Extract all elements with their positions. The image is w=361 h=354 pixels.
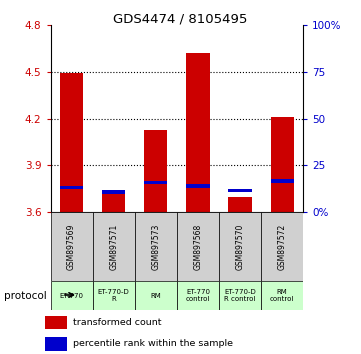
- Bar: [102, 194, 125, 212]
- Bar: [135, 212, 177, 281]
- Text: GSM897571: GSM897571: [109, 224, 118, 270]
- Bar: [261, 212, 303, 281]
- Text: ET-770: ET-770: [60, 293, 84, 298]
- Text: GSM897570: GSM897570: [236, 224, 244, 270]
- Bar: [51, 212, 93, 281]
- Bar: [186, 184, 209, 188]
- Bar: [60, 73, 83, 212]
- Text: ET-770
control: ET-770 control: [186, 289, 210, 302]
- Text: protocol: protocol: [4, 291, 46, 301]
- Text: ET-770-D
R: ET-770-D R: [98, 289, 130, 302]
- Text: GSM897572: GSM897572: [278, 224, 287, 270]
- Bar: [45, 337, 67, 350]
- Bar: [261, 281, 303, 310]
- Text: GSM897573: GSM897573: [151, 224, 160, 270]
- Bar: [186, 53, 209, 212]
- Bar: [93, 212, 135, 281]
- Bar: [135, 281, 177, 310]
- Text: ET-770-D
R control: ET-770-D R control: [224, 289, 256, 302]
- Bar: [60, 185, 83, 189]
- Bar: [51, 281, 93, 310]
- Bar: [144, 181, 168, 184]
- Bar: [229, 189, 252, 192]
- Text: GSM897569: GSM897569: [67, 224, 76, 270]
- Text: RM
control: RM control: [270, 289, 294, 302]
- Bar: [177, 281, 219, 310]
- Bar: [177, 212, 219, 281]
- Text: GDS4474 / 8105495: GDS4474 / 8105495: [113, 12, 248, 25]
- Text: RM: RM: [151, 293, 161, 298]
- Bar: [271, 179, 294, 183]
- Bar: [144, 130, 168, 212]
- Text: percentile rank within the sample: percentile rank within the sample: [73, 339, 233, 348]
- Bar: [45, 316, 67, 329]
- Bar: [219, 281, 261, 310]
- Text: GSM897568: GSM897568: [193, 224, 203, 270]
- Bar: [229, 197, 252, 212]
- Bar: [219, 212, 261, 281]
- Bar: [93, 281, 135, 310]
- Bar: [271, 117, 294, 212]
- Text: transformed count: transformed count: [73, 318, 162, 327]
- Bar: [102, 190, 125, 194]
